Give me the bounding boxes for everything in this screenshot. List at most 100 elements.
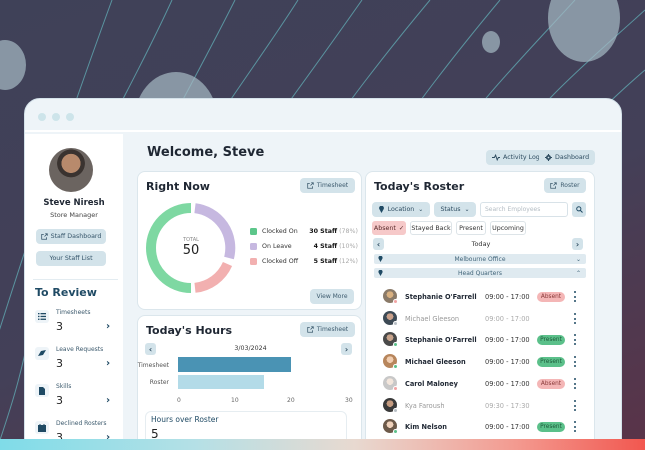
staff-list-button[interactable]: Your Staff List (36, 251, 106, 266)
window-dot (66, 113, 74, 121)
list-icon (35, 310, 49, 323)
prev-date-button[interactable]: ‹ (145, 343, 156, 355)
roster-row[interactable]: Michael Gleeson 09:00 - 17:00 Present (375, 352, 587, 372)
external-link-icon (307, 326, 314, 333)
x-tick: 20 (287, 397, 295, 404)
roster-row[interactable]: Stephanie O'Farrell 09:00 - 17:00 Presen… (375, 330, 587, 350)
total-label: TOTAL (183, 237, 199, 243)
shift-time: 09:00 - 17:00 (485, 358, 530, 366)
status-label: Status (440, 206, 461, 213)
roster-row[interactable]: Carol Maloney 09:00 - 17:00 Absent (375, 374, 587, 394)
location-dropdown[interactable]: Location ⌄ (372, 202, 430, 217)
status-badge: Present (537, 335, 565, 345)
roster-button[interactable]: Roster (544, 178, 586, 193)
status-badge: Absent (537, 292, 565, 302)
filter-upcoming[interactable]: Upcoming (490, 221, 526, 235)
roster-row[interactable]: Stephanie O'Farrell 09:00 - 17:00 Absent (375, 287, 587, 307)
filter-stayed-back[interactable]: Stayed Back (410, 221, 452, 235)
chevron-right-icon[interactable]: › (106, 358, 111, 369)
employee-name: Stephanie O'Farrell (405, 293, 477, 301)
right-now-title: Right Now (146, 180, 210, 193)
map-pin-icon (378, 206, 384, 213)
group-head-quarters[interactable]: Head Quarters ⌃ (374, 268, 586, 278)
review-item-declined-rosters[interactable]: Declined Rosters 3 › (35, 420, 120, 443)
review-item-leave-requests[interactable]: Leave Requests 3 › (35, 346, 120, 378)
document-icon (35, 384, 49, 397)
more-options-icon[interactable] (574, 378, 577, 389)
plane-icon (35, 347, 49, 360)
roster-row[interactable]: Kim Nelson 09:00 - 17:00 Present (375, 417, 587, 437)
employee-name: Michael Gleeson (405, 358, 466, 366)
status-dot (393, 321, 398, 326)
group-melbourne-office[interactable]: Melbourne Office ⌄ (374, 254, 586, 264)
legend-label: Clocked On (262, 228, 298, 235)
x-tick: 10 (231, 397, 239, 404)
status-dot (393, 429, 398, 434)
filter-label: Upcoming (492, 224, 524, 232)
view-more-button[interactable]: View More (310, 289, 354, 304)
more-options-icon[interactable] (574, 334, 577, 345)
search-button[interactable] (572, 202, 586, 217)
hours-timesheet-button[interactable]: Timesheet (300, 322, 355, 337)
status-badge: Absent (537, 379, 565, 389)
review-item-skills[interactable]: Skills 3 › (35, 383, 120, 415)
next-day-button[interactable]: › (572, 238, 583, 250)
search-employees-input[interactable]: Search Employees (480, 202, 568, 217)
dashboard-button[interactable]: Dashboard (539, 150, 596, 165)
review-item-count: 3 (56, 431, 63, 443)
to-review-heading: To Review (35, 286, 97, 299)
right-now-timesheet-button[interactable]: Timesheet (300, 178, 355, 193)
more-options-icon[interactable] (574, 421, 577, 432)
map-pin-icon (378, 270, 383, 276)
chevron-down-icon: ⌄ (464, 206, 470, 213)
sidebar-divider (33, 279, 118, 280)
activity-log-label: Activity Log (503, 154, 540, 161)
legend-swatch (250, 243, 257, 250)
chevron-down-icon: ⌄ (418, 206, 424, 213)
next-date-button[interactable]: › (341, 343, 352, 355)
hours-over-roster-value: 5 (151, 427, 159, 441)
chevron-right-icon[interactable]: › (106, 321, 111, 332)
employee-name: Carol Maloney (405, 380, 458, 388)
location-label: Location (387, 206, 415, 213)
todays-roster-card: Today's Roster Roster Location ⌄ Status … (365, 171, 595, 442)
staff-dashboard-button[interactable]: Staff Dashboard (36, 229, 106, 244)
bottom-gradient-overlay (0, 439, 645, 450)
more-options-icon[interactable] (574, 291, 577, 302)
group-label: Melbourne Office (454, 255, 506, 263)
review-item-timesheets[interactable]: Timesheets 3 › (35, 309, 120, 341)
window-dot (38, 113, 46, 121)
more-options-icon[interactable] (574, 313, 577, 324)
hours-over-roster-label: Hours over Roster (151, 415, 219, 424)
status-dropdown[interactable]: Status ⌄ (434, 202, 476, 217)
review-item-label: Timesheets (56, 309, 91, 316)
review-item-count: 3 (56, 357, 63, 370)
more-options-icon[interactable] (574, 400, 577, 411)
more-options-icon[interactable] (574, 356, 577, 367)
x-tick: 0 (177, 397, 181, 404)
chevron-right-icon[interactable]: › (106, 432, 111, 443)
timesheet-label: Timesheet (316, 326, 349, 333)
roster-row[interactable]: Kya Faroush 09:30 - 17:30 (375, 396, 587, 416)
map-pin-icon (378, 256, 383, 262)
user-role: Store Manager (50, 211, 98, 219)
review-item-label: Leave Requests (56, 346, 104, 353)
filter-present[interactable]: Present (456, 221, 486, 235)
bar-timesheet (178, 357, 291, 372)
x-tick: 30 (345, 397, 353, 404)
shift-time: 09:00 - 17:00 (485, 315, 530, 323)
group-label: Head Quarters (458, 269, 502, 277)
review-item-label: Declined Rosters (56, 420, 107, 427)
filter-label: Stayed Back (411, 224, 451, 232)
chevron-right-icon[interactable]: › (106, 395, 111, 406)
filter-absent[interactable]: Absent ✓ (372, 221, 406, 235)
legend-on-leave: On Leave 4 Staff (10%) (250, 243, 358, 250)
user-avatar[interactable] (49, 148, 93, 192)
legend-clocked-on: Clocked On 30 Staff (78%) (250, 228, 358, 235)
chevron-down-icon: ⌄ (575, 255, 581, 263)
legend-clocked-off: Clocked Off 5 Staff (12%) (250, 258, 358, 265)
prev-day-button[interactable]: ‹ (373, 238, 384, 250)
status-badge: Present (537, 422, 565, 432)
roster-row[interactable]: Michael Gleeson 09:00 - 17:00 (375, 309, 587, 329)
activity-log-button[interactable]: Activity Log (486, 150, 546, 165)
